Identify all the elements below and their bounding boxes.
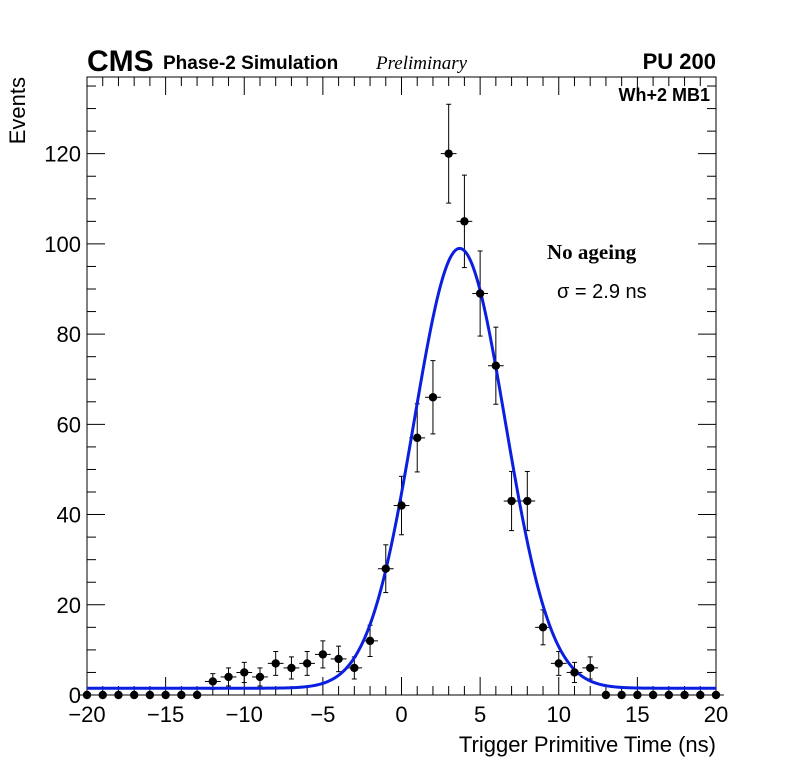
data-point	[161, 690, 170, 700]
y-tick-label: 40	[57, 503, 81, 528]
y-tick-label: 0	[69, 683, 81, 708]
data-point	[240, 668, 249, 677]
x-tick-label: 0	[395, 702, 407, 727]
data-points	[82, 149, 721, 700]
ageing-label: No ageing	[547, 240, 637, 264]
data-point	[664, 690, 674, 700]
phase-label: Phase-2 Simulation	[163, 53, 338, 74]
data-point	[302, 659, 312, 668]
data-point	[381, 564, 390, 573]
preliminary-label: Preliminary	[375, 53, 468, 74]
error-bars	[79, 103, 724, 696]
plot-frame	[86, 76, 717, 696]
x-tick-label: 10	[547, 702, 571, 727]
data-point	[287, 663, 296, 673]
x-tick-label: −5	[310, 702, 335, 727]
fit-curve	[87, 246, 716, 690]
data-point	[255, 672, 265, 682]
data-point	[177, 690, 186, 700]
data-point	[365, 636, 375, 646]
cms-label: CMS	[87, 45, 154, 78]
data-point	[523, 496, 532, 506]
data-point	[586, 663, 595, 673]
data-point	[318, 650, 328, 659]
data-point	[82, 690, 92, 700]
y-tick-label: 20	[57, 593, 81, 618]
data-point	[601, 690, 611, 700]
data-point	[224, 672, 233, 682]
data-point	[129, 690, 139, 700]
data-point	[428, 393, 438, 402]
data-point	[648, 690, 658, 700]
x-tick-label: −15	[147, 702, 184, 727]
y-tick-label: 80	[57, 322, 81, 347]
y-tick-label: 100	[44, 232, 81, 257]
data-point	[114, 690, 123, 700]
x-axis: −20 −15 −10 −5 0 5 10 15 20	[68, 77, 728, 727]
data-point	[570, 668, 579, 677]
data-point	[460, 217, 469, 226]
fit-curve-group	[87, 246, 716, 690]
x-tick-label: 15	[625, 702, 649, 727]
data-point	[554, 659, 563, 668]
y-axis-title: Events	[5, 77, 30, 144]
x-tick-label: 20	[704, 702, 728, 727]
data-point	[538, 623, 548, 632]
data-point	[507, 496, 516, 506]
data-point	[444, 149, 453, 158]
y-tick-label: 120	[44, 142, 81, 167]
pileup-label: PU 200	[643, 49, 716, 74]
data-point	[617, 690, 626, 700]
data-point	[633, 690, 642, 700]
data-point	[350, 663, 359, 673]
data-point	[192, 690, 202, 700]
x-axis-title: Trigger Primitive Time (ns)	[459, 732, 716, 757]
data-point	[475, 289, 485, 298]
chamber-label: Wh+2 MB1	[618, 85, 710, 105]
data-point	[711, 690, 721, 700]
x-tick-label: −10	[226, 702, 263, 727]
sigma-label: σ = 2.9 ns	[557, 281, 647, 303]
data-point	[98, 690, 107, 700]
data-point	[271, 659, 280, 668]
data-point	[145, 690, 155, 700]
y-tick-label: 60	[57, 412, 81, 437]
data-point	[491, 361, 501, 370]
data-point	[397, 501, 406, 510]
plot-border	[86, 76, 717, 696]
x-tick-label: 5	[474, 702, 486, 727]
data-point	[334, 654, 343, 664]
data-point	[696, 690, 705, 700]
y-axis: 0 20 40 60 80 100 120	[44, 85, 716, 708]
data-point	[413, 433, 422, 443]
x-tick-label: −20	[68, 702, 105, 727]
data-point	[680, 690, 689, 700]
data-point	[208, 677, 217, 686]
